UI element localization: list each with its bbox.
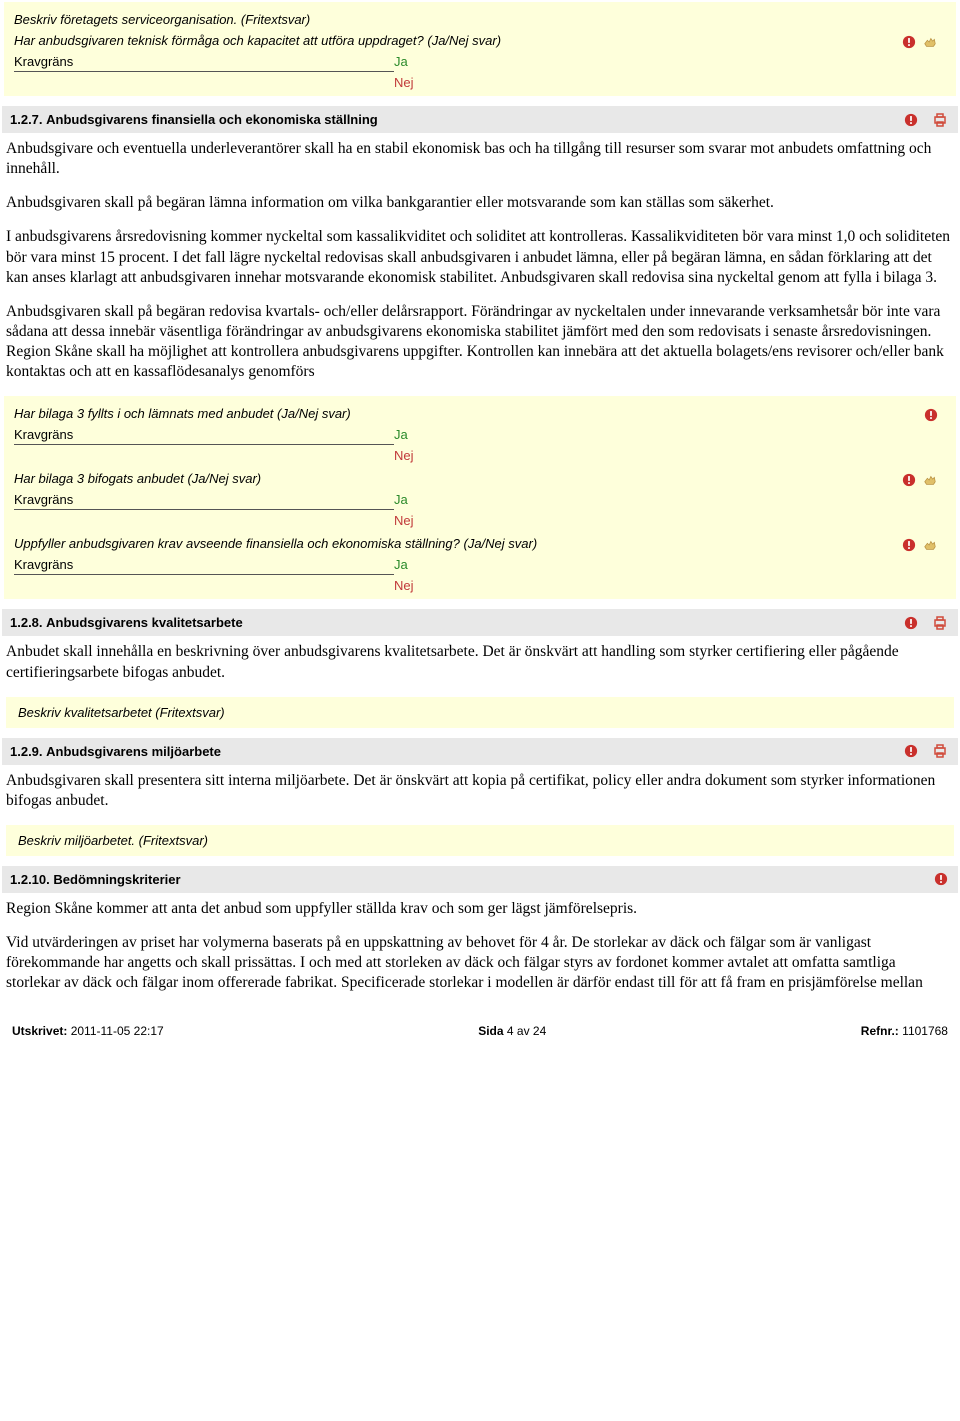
question-text: Beskriv företagets serviceorganisation. … — [14, 12, 614, 27]
print-icon[interactable] — [932, 743, 948, 759]
section-header-127: 1.2.7. Anbudsgivarens finansiella och ek… — [2, 106, 958, 133]
footer-ref-value: 1101768 — [902, 1024, 948, 1038]
freetext-prompt: Beskriv miljöarbetet. (Fritextsvar) — [6, 825, 954, 856]
alert-icon — [902, 473, 916, 487]
section-number: 1.2.10. — [10, 872, 50, 887]
answer-nej: Nej — [394, 513, 414, 528]
print-icon[interactable] — [932, 615, 948, 631]
section-header-1210: 1.2.10. Bedömningskriterier — [2, 866, 958, 893]
freetext-prompt: Beskriv kvalitetsarbetet (Fritextsvar) — [6, 697, 954, 728]
alert-icon — [924, 408, 938, 422]
answer-ja: Ja — [394, 492, 414, 507]
footer-page-value: 4 av 24 — [507, 1024, 546, 1038]
alert-icon — [904, 616, 918, 630]
paragraph: I anbudsgivarens årsredovisning kommer n… — [6, 227, 950, 287]
krav-label: Kravgräns — [14, 427, 394, 445]
paragraph: Anbudsgivare och eventuella underleveran… — [6, 139, 950, 179]
question-text: Har anbudsgivaren teknisk förmåga och ka… — [14, 33, 614, 48]
section-title: Anbudsgivarens miljöarbete — [46, 744, 221, 759]
answer-ja: Ja — [394, 54, 414, 69]
section-number: 1.2.7. — [10, 112, 43, 127]
question-text: Har bilaga 3 bifogats anbudet (Ja/Nej sv… — [14, 471, 614, 486]
alert-icon — [934, 872, 948, 886]
footer-printed-value: 2011-11-05 22:17 — [71, 1024, 164, 1038]
hand-icon — [922, 538, 938, 552]
alert-icon — [902, 35, 916, 49]
section-title: Anbudsgivarens finansiella och ekonomisk… — [46, 112, 378, 127]
question-text: Har bilaga 3 fyllts i och lämnats med an… — [14, 406, 614, 421]
krav-label: Kravgräns — [14, 54, 394, 72]
question-text: Uppfyller anbudsgivaren krav avseende fi… — [14, 536, 614, 551]
answer-nej: Nej — [394, 448, 414, 463]
print-icon[interactable] — [932, 112, 948, 128]
question-icons — [902, 35, 938, 49]
paragraph: Region Skåne kommer att anta det anbud s… — [6, 899, 950, 919]
answer-ja: Ja — [394, 427, 414, 442]
paragraph: Vid utvärderingen av priset har volymern… — [6, 933, 950, 993]
footer-printed-label: Utskrivet: — [12, 1024, 67, 1038]
section-header-129: 1.2.9. Anbudsgivarens miljöarbete — [2, 738, 958, 765]
answer-nej: Nej — [394, 75, 414, 90]
krav-row: Kravgräns Ja Nej — [14, 54, 946, 90]
paragraph: Anbudet skall innehålla en beskrivning ö… — [6, 642, 950, 682]
section-title: Bedömningskriterier — [53, 872, 180, 887]
footer-ref-label: Refnr.: — [861, 1024, 899, 1038]
answer-nej: Nej — [394, 578, 414, 593]
paragraph: Anbudsgivaren skall på begäran redovisa … — [6, 302, 950, 383]
section-number: 1.2.8. — [10, 615, 43, 630]
paragraph: Anbudsgivaren skall på begäran lämna inf… — [6, 193, 950, 213]
hand-icon — [922, 473, 938, 487]
hand-icon — [922, 35, 938, 49]
krav-label: Kravgräns — [14, 557, 394, 575]
paragraph: Anbudsgivaren skall presentera sitt inte… — [6, 771, 950, 811]
page-footer: Utskrivet: 2011-11-05 22:17 Sida 4 av 24… — [0, 1008, 960, 1044]
alert-icon — [904, 113, 918, 127]
krav-label: Kravgräns — [14, 492, 394, 510]
response-box-127: Har bilaga 3 fyllts i och lämnats med an… — [4, 396, 956, 599]
alert-icon — [904, 744, 918, 758]
section-number: 1.2.9. — [10, 744, 43, 759]
section-title: Anbudsgivarens kvalitetsarbete — [46, 615, 243, 630]
answer-ja: Ja — [394, 557, 414, 572]
top-response-box: Beskriv företagets serviceorganisation. … — [4, 2, 956, 96]
alert-icon — [902, 538, 916, 552]
footer-page-label: Sida — [478, 1024, 503, 1038]
section-header-128: 1.2.8. Anbudsgivarens kvalitetsarbete — [2, 609, 958, 636]
